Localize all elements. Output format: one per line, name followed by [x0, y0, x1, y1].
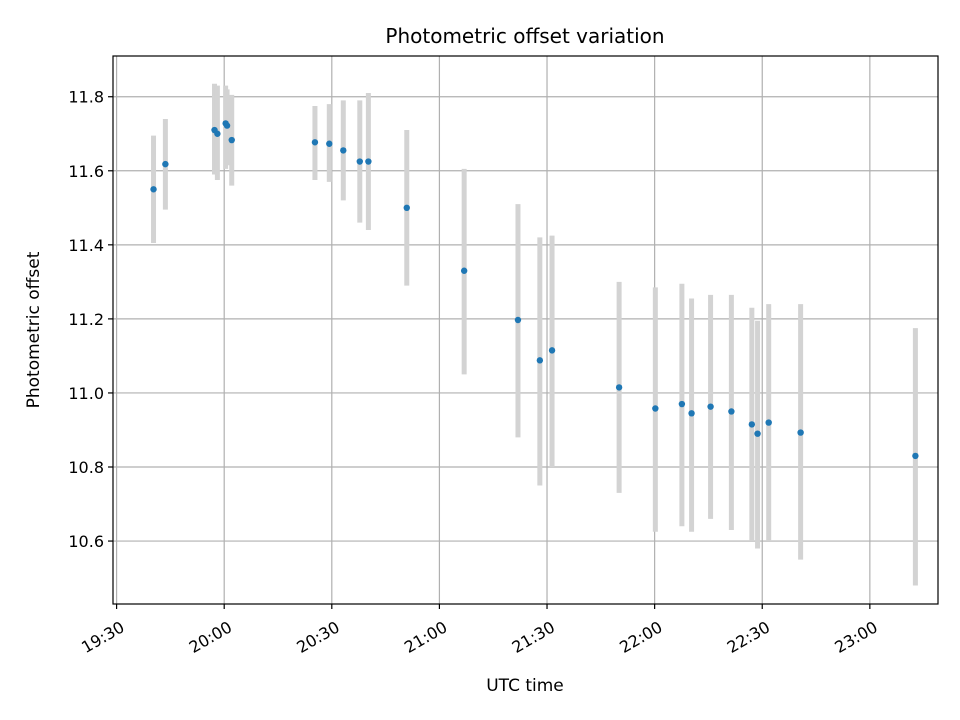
data-point [403, 204, 410, 212]
data-point [548, 347, 556, 354]
data-point [162, 160, 169, 168]
data-point [765, 419, 772, 426]
data-point [748, 421, 756, 428]
data-point [707, 403, 714, 410]
y-tick-label: 11.4 [68, 236, 104, 255]
y-tick-label: 11.2 [68, 310, 104, 329]
data-point [223, 122, 231, 129]
y-tick-label: 10.6 [68, 532, 104, 551]
data-point [150, 186, 157, 193]
data-point [214, 130, 221, 137]
chart-title: Photometric offset variation [385, 24, 664, 48]
data-point [754, 430, 761, 437]
data-point [536, 357, 544, 364]
data-point [615, 384, 623, 391]
data-point [728, 408, 735, 415]
x-axis-title: UTC time [486, 676, 564, 696]
data-point [688, 410, 695, 417]
y-tick-label: 10.8 [68, 458, 104, 477]
data-point [228, 136, 235, 144]
y-axis-ticks: 10.6 10.8 11.0 11.2 11.4 11.6 11.8 [68, 88, 113, 551]
y-tick-label: 11.8 [68, 88, 104, 107]
data-point [356, 158, 363, 165]
data-point [311, 139, 319, 146]
data-point [365, 158, 372, 165]
data-point [797, 429, 804, 436]
data-point [326, 140, 333, 147]
data-point [652, 405, 659, 412]
data-point [912, 452, 919, 460]
data-points [150, 120, 919, 460]
y-axis-title: Photometric offset [24, 251, 44, 408]
data-point [340, 147, 347, 154]
y-tick-label: 11.6 [68, 162, 104, 181]
data-point [460, 267, 468, 274]
data-point [514, 316, 522, 324]
plot-area [113, 56, 938, 604]
data-point [678, 400, 686, 408]
y-tick-label: 11.0 [68, 384, 104, 403]
plot-frame [112, 55, 939, 605]
